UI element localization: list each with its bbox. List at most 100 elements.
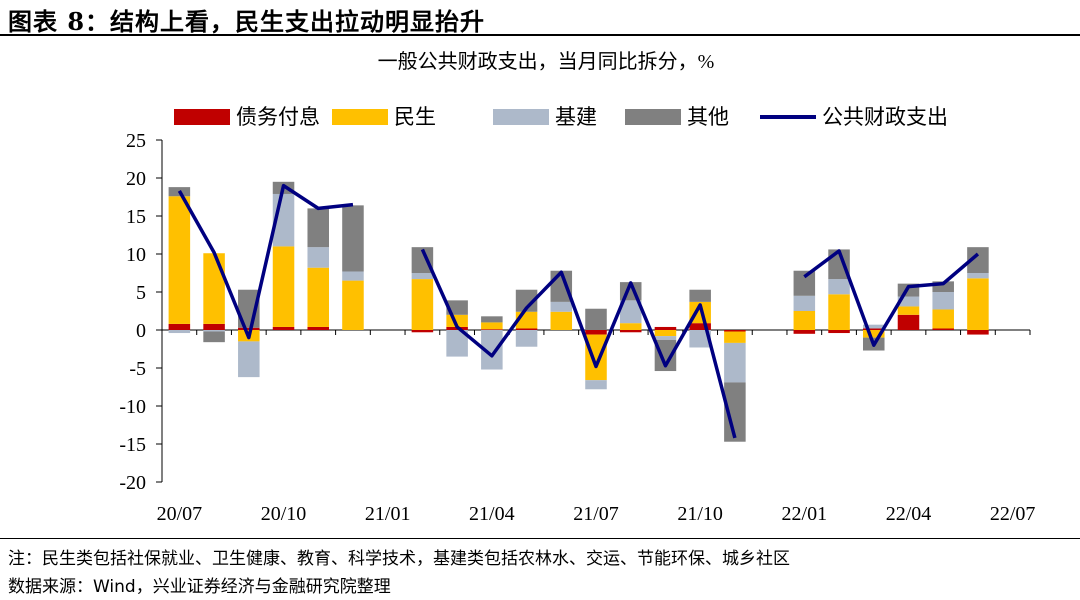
bar-segment [793,330,816,334]
x-tick-label: 22/01 [782,503,828,525]
bar-segment [863,330,885,338]
x-tick-label: 21/10 [677,503,723,525]
bar-segment [168,196,191,324]
bar-segment [168,323,191,330]
y-tick-label: 15 [126,206,146,228]
y-tick-label: 20 [126,168,146,190]
bar-segment [897,306,920,315]
bar-segment [203,330,225,332]
bar-segment [967,330,989,335]
bar-segment [932,309,954,329]
bar-segment [863,328,885,330]
bar-segment [411,247,434,273]
y-tick-label: -10 [119,396,146,418]
bar-segment [168,330,191,334]
legend-swatch-3 [493,109,549,125]
legend-label-3: 基建 [555,105,597,129]
bar-segment [411,273,434,280]
bar-segment [967,247,989,273]
legend-label-2: 民生 [394,105,436,129]
bar-segment [967,278,989,330]
bar-segment [481,330,503,370]
bar-segment [828,294,850,330]
bar-segment [342,205,364,272]
legend-label-4: 其他 [687,105,729,129]
bar-segment [724,330,746,332]
legend-label-5: 公共财政支出 [822,105,948,129]
chart-note: 注：民生类包括社保就业、卫生健康、教育、科学技术，基建类包括农林水、交运、节能环… [8,549,790,569]
figure-title: 图表 8：结构上看，民生支出拉动明显抬升 [8,7,486,36]
y-tick-label: 25 [126,130,146,152]
bar-segment [307,267,330,327]
bar-segment [411,279,434,330]
legend: 债务付息 民生 基建 其他 公共财政支出 [174,105,948,129]
legend-swatch-2 [332,109,388,125]
bar-segment [932,328,954,330]
bar-segment [411,330,434,333]
bars [168,181,989,442]
bar-segment [689,323,711,330]
bar-segment [828,279,850,295]
bar-segment [619,330,642,333]
bar-segment [863,324,885,329]
bar-segment [481,316,503,323]
bar-segment [793,295,816,311]
bar-segment [238,327,260,330]
bar-segment [203,331,225,343]
bar-segment [689,289,711,302]
legend-swatch-4 [625,109,681,125]
bar-segment [203,323,225,330]
bar-segment [481,329,503,330]
chart-title: 一般公共财政支出，当月同比拆分，% [378,50,715,73]
bar-segment [619,323,642,330]
notes-rule [0,538,1080,539]
x-tick-label: 21/07 [573,503,619,525]
x-tick-label: 20/10 [261,503,307,525]
bar-segment [724,342,746,383]
x-tick-label: 21/04 [469,503,515,525]
bar-segment [238,341,260,378]
bar-segment [550,311,573,330]
bar-segment [967,273,989,279]
bar-segment [654,326,677,330]
bar-segment [585,334,607,381]
legend-swatch-1 [174,109,230,125]
bar-segment [550,301,573,312]
bar-segment [272,246,295,327]
chart: 一般公共财政支出，当月同比拆分，% 债务付息 民生 基建 其他 公共财政支出 25 20 15 1… [119,50,1036,525]
x-tick-label: 22/04 [886,503,932,525]
x-tick-label: 21/01 [365,503,411,525]
bar-segment [897,296,920,307]
bar-segment [515,330,538,347]
bar-segment [619,300,642,324]
bar-segment [307,247,330,268]
bar-segment [481,322,503,330]
data-source: 数据来源：Wind，兴业证券经济与金融研究院整理 [8,577,391,597]
bar-segment [793,311,816,330]
y-tick-label: 0 [136,320,146,342]
bar-segment [307,208,330,248]
bar-segment [307,326,330,330]
bar-segment [272,326,295,330]
bar-segment [828,330,850,334]
bar-segment [515,328,538,330]
y-tick-label: 5 [136,282,146,304]
title-rule [0,34,1080,36]
bar-segment [446,330,468,357]
bar-segment [585,308,607,330]
y-tick-label: 10 [126,244,146,266]
total-expenditure-line [177,183,980,439]
bar-segment [689,330,711,348]
bar-segment [724,331,746,343]
x-tick-label: 22/07 [990,503,1036,525]
y-tick-label: -15 [119,434,146,456]
bar-segment [654,336,677,340]
x-tick-label: 20/07 [157,503,203,525]
figure-header: 图表 8：结构上看，民生支出拉动明显抬升 [0,0,1080,36]
legend-label-1: 债务付息 [236,105,320,129]
bar-segment [203,253,225,324]
bar-segment [932,281,954,292]
bar-segment [585,380,607,390]
bar-segment [342,280,364,330]
bar-segment [585,330,607,335]
